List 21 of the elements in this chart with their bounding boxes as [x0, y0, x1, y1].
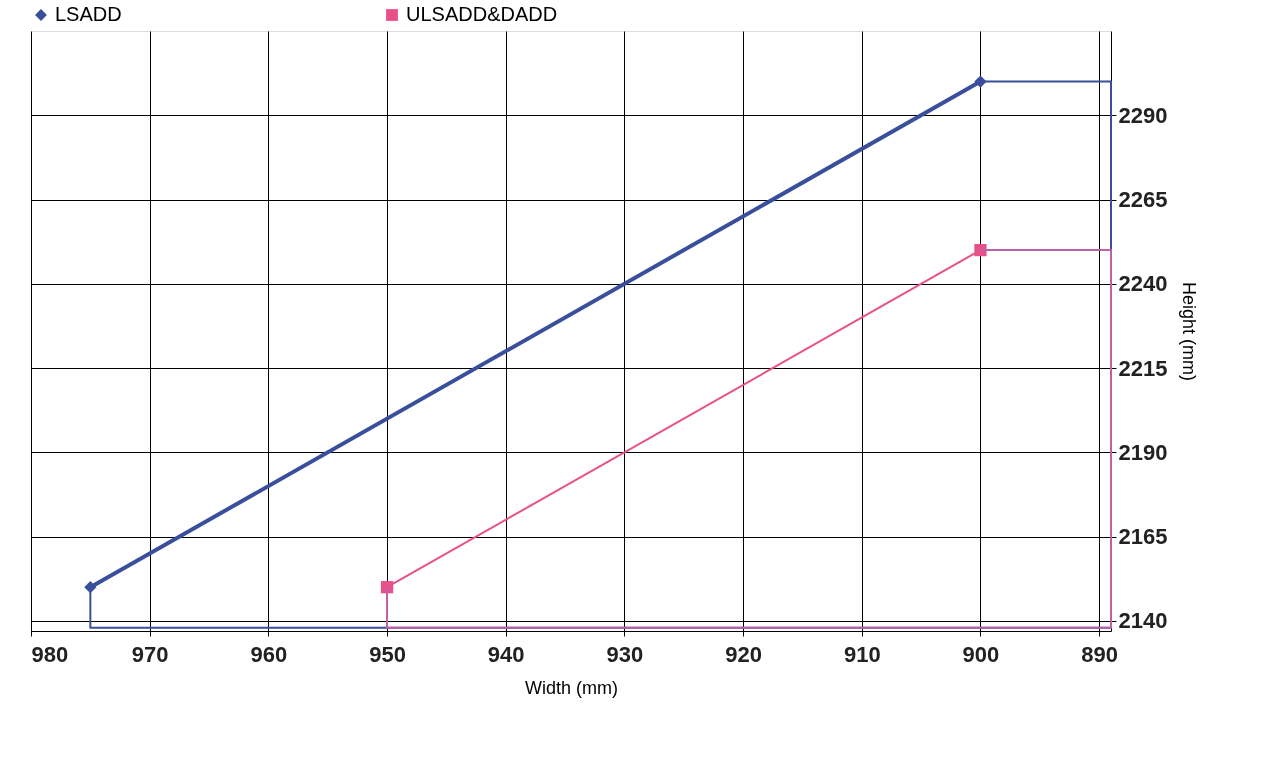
y-tick-label: 2165 [1118, 524, 1168, 550]
legend-label: LSADD [55, 3, 122, 25]
y-tick-label: 2215 [1118, 355, 1168, 381]
x-tick-label: 920 [725, 641, 762, 667]
x-tick-label: 960 [250, 641, 288, 667]
x-tick-label: 950 [369, 641, 406, 667]
x-tick-label: 910 [843, 641, 881, 667]
legend-label: ULSADD&DADD [406, 3, 558, 25]
y-tick-label: 2190 [1118, 439, 1168, 465]
y-tick-label: 2240 [1118, 271, 1168, 297]
y-tick-label: 2140 [1118, 608, 1168, 634]
x-tick-label: 970 [131, 641, 169, 667]
x-tick-label: 980 [31, 641, 69, 667]
x-tick-label: 930 [606, 641, 644, 667]
y-tick-label: 2265 [1118, 187, 1168, 213]
x-tick-label: 890 [1081, 641, 1118, 667]
x-tick-label: 940 [487, 641, 525, 667]
x-axis-title: Width (mm) [525, 677, 618, 698]
y-tick-label: 2290 [1118, 102, 1168, 128]
y-axis-title: Height (mm) [1179, 281, 1200, 382]
x-tick-label: 900 [962, 641, 1000, 667]
